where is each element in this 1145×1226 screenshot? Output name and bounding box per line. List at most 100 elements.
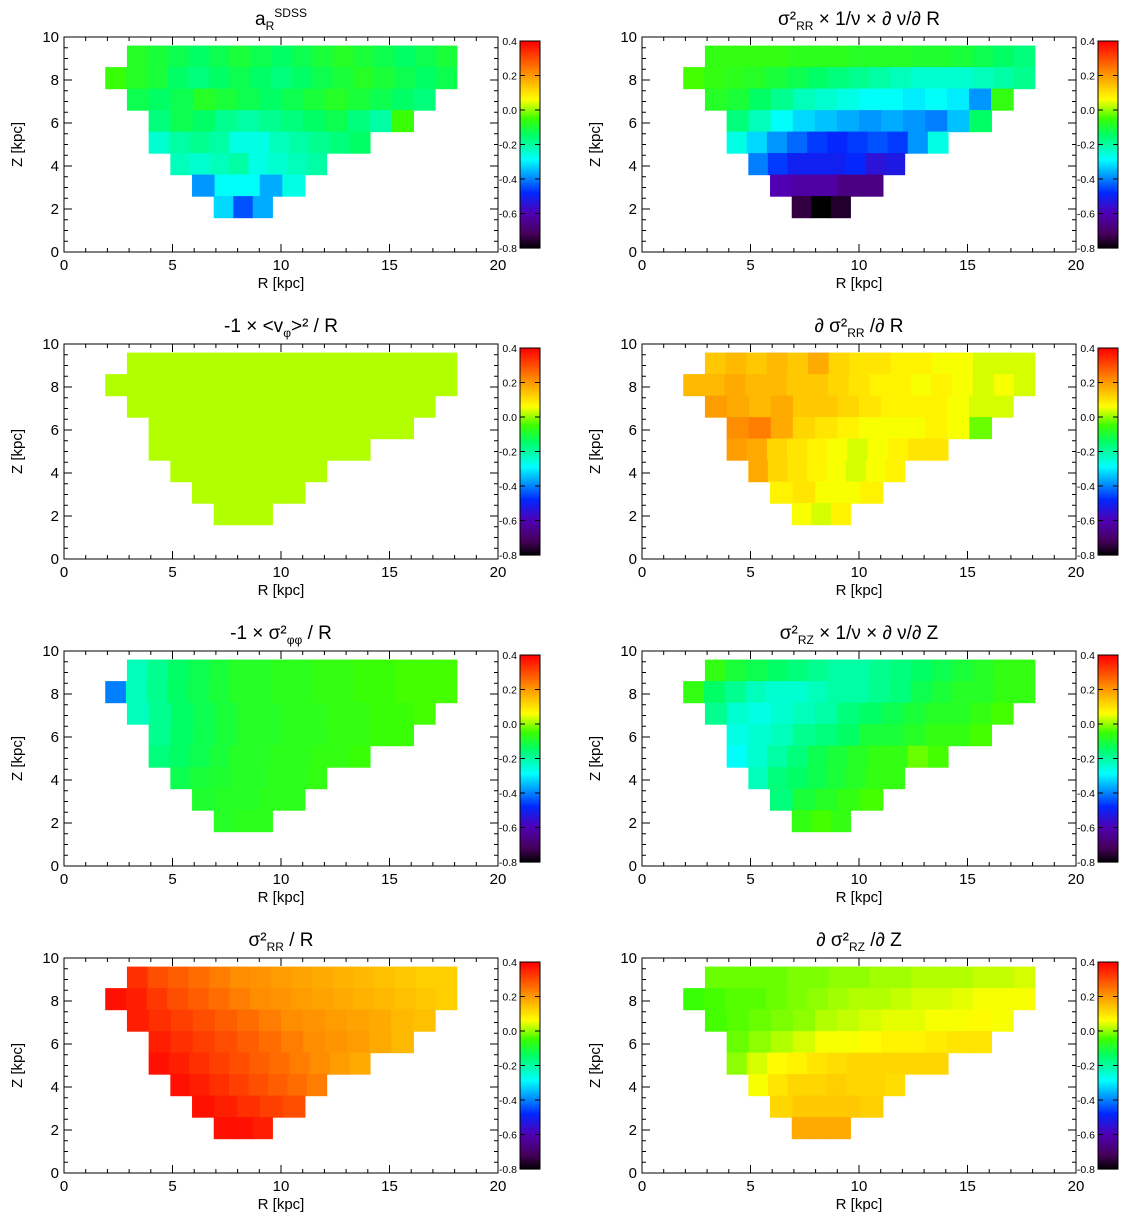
heatmap-cell	[792, 395, 816, 418]
colorbar-tick-label: 0.4	[502, 650, 517, 662]
colorbar-segment	[520, 542, 540, 546]
heatmap-cell	[807, 745, 828, 768]
colorbar-tick-label: -0.2	[1077, 140, 1095, 152]
heatmap-cell	[911, 659, 933, 682]
colorbar-segment	[520, 834, 540, 837]
heatmap-cell	[170, 724, 194, 747]
heatmap-cell	[911, 352, 933, 375]
colorbar-tick-label: -0.8	[1077, 243, 1095, 255]
heatmap-cell	[187, 988, 210, 1011]
colorbar-segment	[1098, 489, 1118, 492]
colorbar-segment	[520, 222, 540, 225]
colorbar-segment	[1098, 1124, 1118, 1127]
heatmap-cell	[252, 1117, 273, 1140]
heatmap-cell	[148, 438, 170, 461]
colorbar-segment	[1098, 751, 1118, 754]
colorbar-segment	[520, 705, 540, 708]
x-tick-label: 20	[1068, 871, 1085, 888]
heatmap-cell	[787, 767, 808, 790]
heatmap-cell	[931, 966, 953, 989]
colorbar-segment	[520, 410, 540, 413]
colorbar-segment	[1098, 756, 1118, 760]
heatmap-cell	[770, 1095, 794, 1118]
colorbar-tick-label: -0.6	[1077, 823, 1095, 835]
colorbar-segment	[1098, 965, 1118, 968]
colorbar-segment	[520, 706, 540, 710]
heatmap-cell	[147, 352, 169, 375]
colorbar-segment	[520, 389, 540, 392]
y-tick-label: 2	[629, 1122, 637, 1139]
colorbar-segment	[1098, 1031, 1118, 1034]
y-tick-label: 8	[51, 379, 59, 396]
colorbar-tick-label: -0.6	[1077, 516, 1095, 528]
panel-title: σ²RZ × 1/ν × ∂ ν/∂ Z	[780, 623, 939, 647]
colorbar-segment	[520, 197, 540, 201]
heatmap-cell	[415, 681, 437, 704]
x-tick-label: 20	[1068, 1178, 1085, 1195]
colorbar-segment	[520, 404, 540, 408]
heatmap-cell	[258, 724, 282, 747]
colorbar-segment	[520, 722, 540, 725]
colorbar-segment	[520, 1029, 540, 1032]
heatmap-cell	[911, 45, 933, 68]
colorbar-segment	[520, 1110, 540, 1113]
colorbar-segment	[1098, 787, 1118, 791]
colorbar-segment	[520, 377, 540, 380]
colorbar-segment	[1098, 1132, 1118, 1136]
colorbar-segment	[520, 532, 540, 535]
heatmap-cell	[704, 659, 727, 682]
colorbar-segment	[520, 498, 540, 501]
colorbar-tick-label: -0.6	[1077, 1130, 1095, 1142]
colorbar-segment	[1098, 508, 1118, 511]
colorbar-segment	[520, 701, 540, 704]
heatmap-cell	[188, 352, 210, 375]
heatmap-cell	[303, 1031, 326, 1054]
colorbar-segment	[1098, 680, 1118, 684]
heatmap-cell	[349, 745, 371, 768]
colorbar-segment	[520, 658, 540, 661]
colorbar-segment	[520, 798, 540, 801]
heatmap-cell	[815, 174, 839, 197]
heatmap-cell	[282, 481, 306, 504]
colorbar-segment	[1098, 684, 1118, 687]
heatmap-cell	[394, 374, 417, 397]
colorbar-segment	[520, 673, 540, 677]
colorbar-segment	[1098, 996, 1118, 999]
heatmap-cell	[770, 481, 794, 504]
colorbar-segment	[1098, 189, 1118, 192]
colorbar-segment	[520, 1046, 540, 1049]
heatmap-cell	[791, 503, 812, 526]
heatmap-cell	[188, 45, 210, 68]
colorbar-segment	[520, 230, 540, 234]
colorbar-segment	[1098, 1108, 1118, 1111]
heatmap-cell	[394, 67, 417, 90]
colorbar-segment	[520, 963, 540, 967]
colorbar-segment	[520, 708, 540, 711]
heatmap-cell	[230, 45, 252, 68]
colorbar-tick-label: 0.4	[1080, 343, 1095, 355]
colorbar-segment	[1098, 201, 1118, 204]
colorbar-segment	[1098, 187, 1118, 190]
colorbar-segment	[520, 1103, 540, 1106]
heatmap-cell	[214, 174, 238, 197]
colorbar-segment	[520, 142, 540, 146]
heatmap-cell	[907, 1052, 929, 1075]
colorbar-segment	[520, 154, 540, 158]
heatmap-cell	[333, 45, 355, 68]
colorbar-segment	[520, 511, 540, 515]
colorbar-segment	[520, 1165, 540, 1168]
colorbar-segment	[520, 1051, 540, 1055]
colorbar-segment	[520, 161, 540, 165]
colorbar-segment	[1098, 123, 1118, 127]
colorbar-segment	[1098, 1039, 1118, 1042]
colorbar-segment	[1098, 404, 1118, 408]
heatmap-cell	[947, 1009, 970, 1032]
y-tick-label: 10	[42, 336, 59, 353]
colorbar-segment	[1098, 173, 1118, 177]
heatmap-cell	[814, 88, 838, 111]
colorbar-segment	[520, 1027, 540, 1030]
colorbar-segment	[1098, 196, 1118, 199]
colorbar-segment	[520, 1060, 540, 1063]
colorbar-segment	[520, 403, 540, 406]
colorbar-segment	[1098, 113, 1118, 116]
